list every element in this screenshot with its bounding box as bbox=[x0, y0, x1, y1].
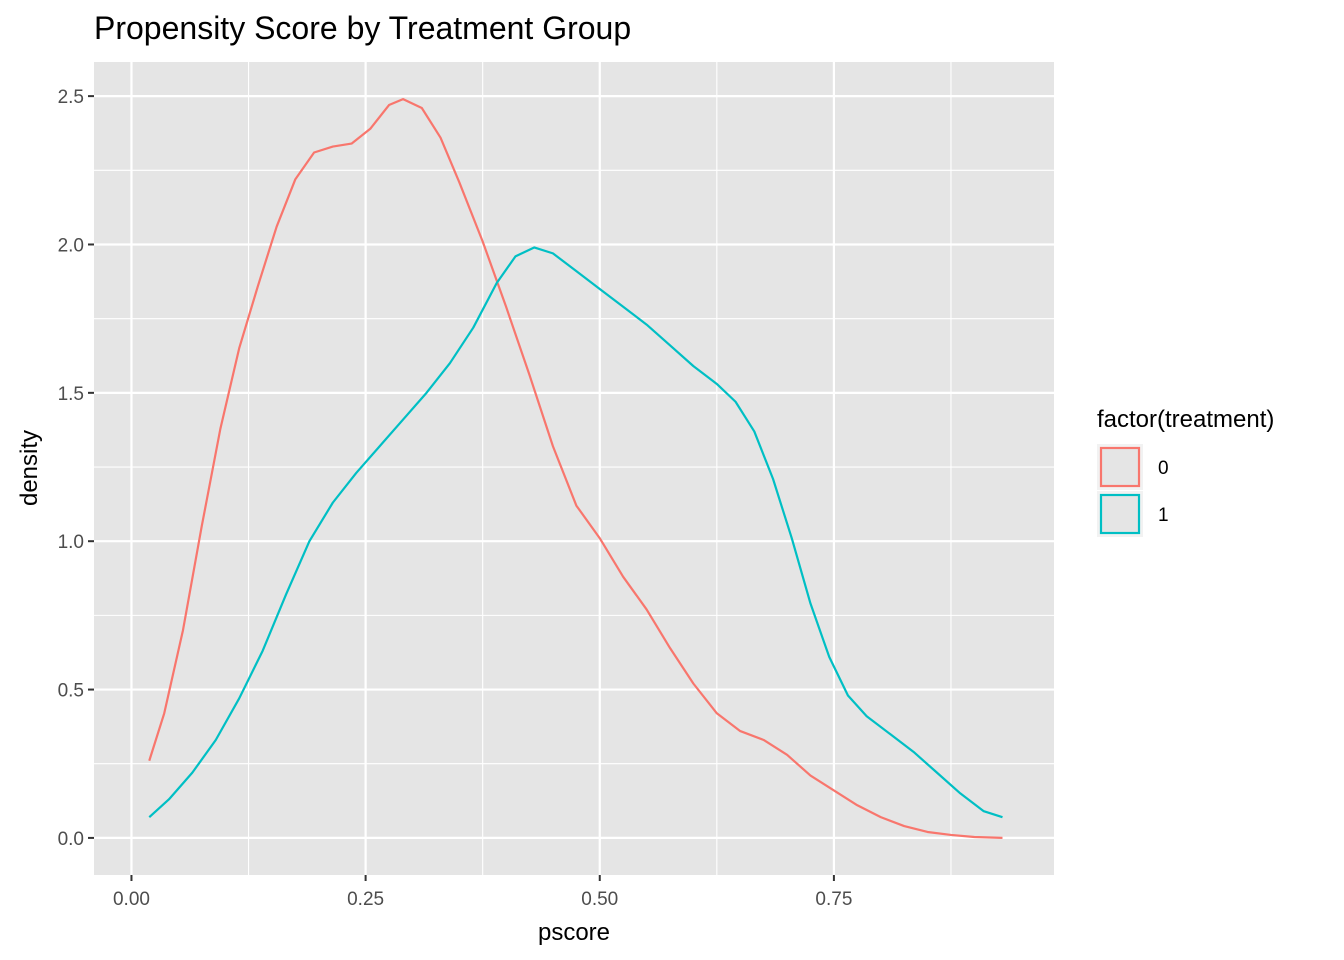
x-tick-label: 0.25 bbox=[347, 889, 384, 910]
legend: factor(treatment) 0 1 bbox=[1097, 406, 1274, 537]
x-tick-label: 0.50 bbox=[581, 889, 618, 910]
y-tick-label: 0.0 bbox=[58, 829, 84, 850]
x-axis: 0.00 0.25 0.50 0.75 bbox=[113, 875, 852, 910]
legend-title: factor(treatment) bbox=[1097, 406, 1274, 433]
y-axis: 0.0 0.5 1.0 1.5 2.0 2.5 bbox=[58, 87, 94, 850]
x-tick-label: 0.00 bbox=[113, 889, 150, 910]
legend-key-1 bbox=[1099, 493, 1141, 535]
plot-panel bbox=[94, 62, 1054, 875]
y-tick-label: 0.5 bbox=[58, 681, 84, 702]
y-tick-label: 1.5 bbox=[58, 384, 84, 405]
major-gridlines bbox=[94, 62, 1054, 875]
chart-title: Propensity Score by Treatment Group bbox=[94, 10, 631, 46]
legend-label-0: 0 bbox=[1158, 458, 1169, 479]
y-tick-label: 1.0 bbox=[58, 532, 84, 553]
y-tick-label: 2.0 bbox=[58, 235, 84, 256]
y-tick-label: 2.5 bbox=[58, 87, 84, 108]
y-axis-title: density bbox=[16, 430, 43, 506]
legend-label-1: 1 bbox=[1158, 505, 1169, 526]
density-line-1 bbox=[148, 246, 1003, 819]
x-axis-title: pscore bbox=[538, 919, 610, 946]
x-tick-label: 0.75 bbox=[815, 889, 852, 910]
minor-gridlines bbox=[94, 62, 1054, 875]
density-lines bbox=[148, 97, 1003, 840]
density-line-0 bbox=[148, 97, 1003, 840]
legend-key-0 bbox=[1099, 446, 1141, 488]
